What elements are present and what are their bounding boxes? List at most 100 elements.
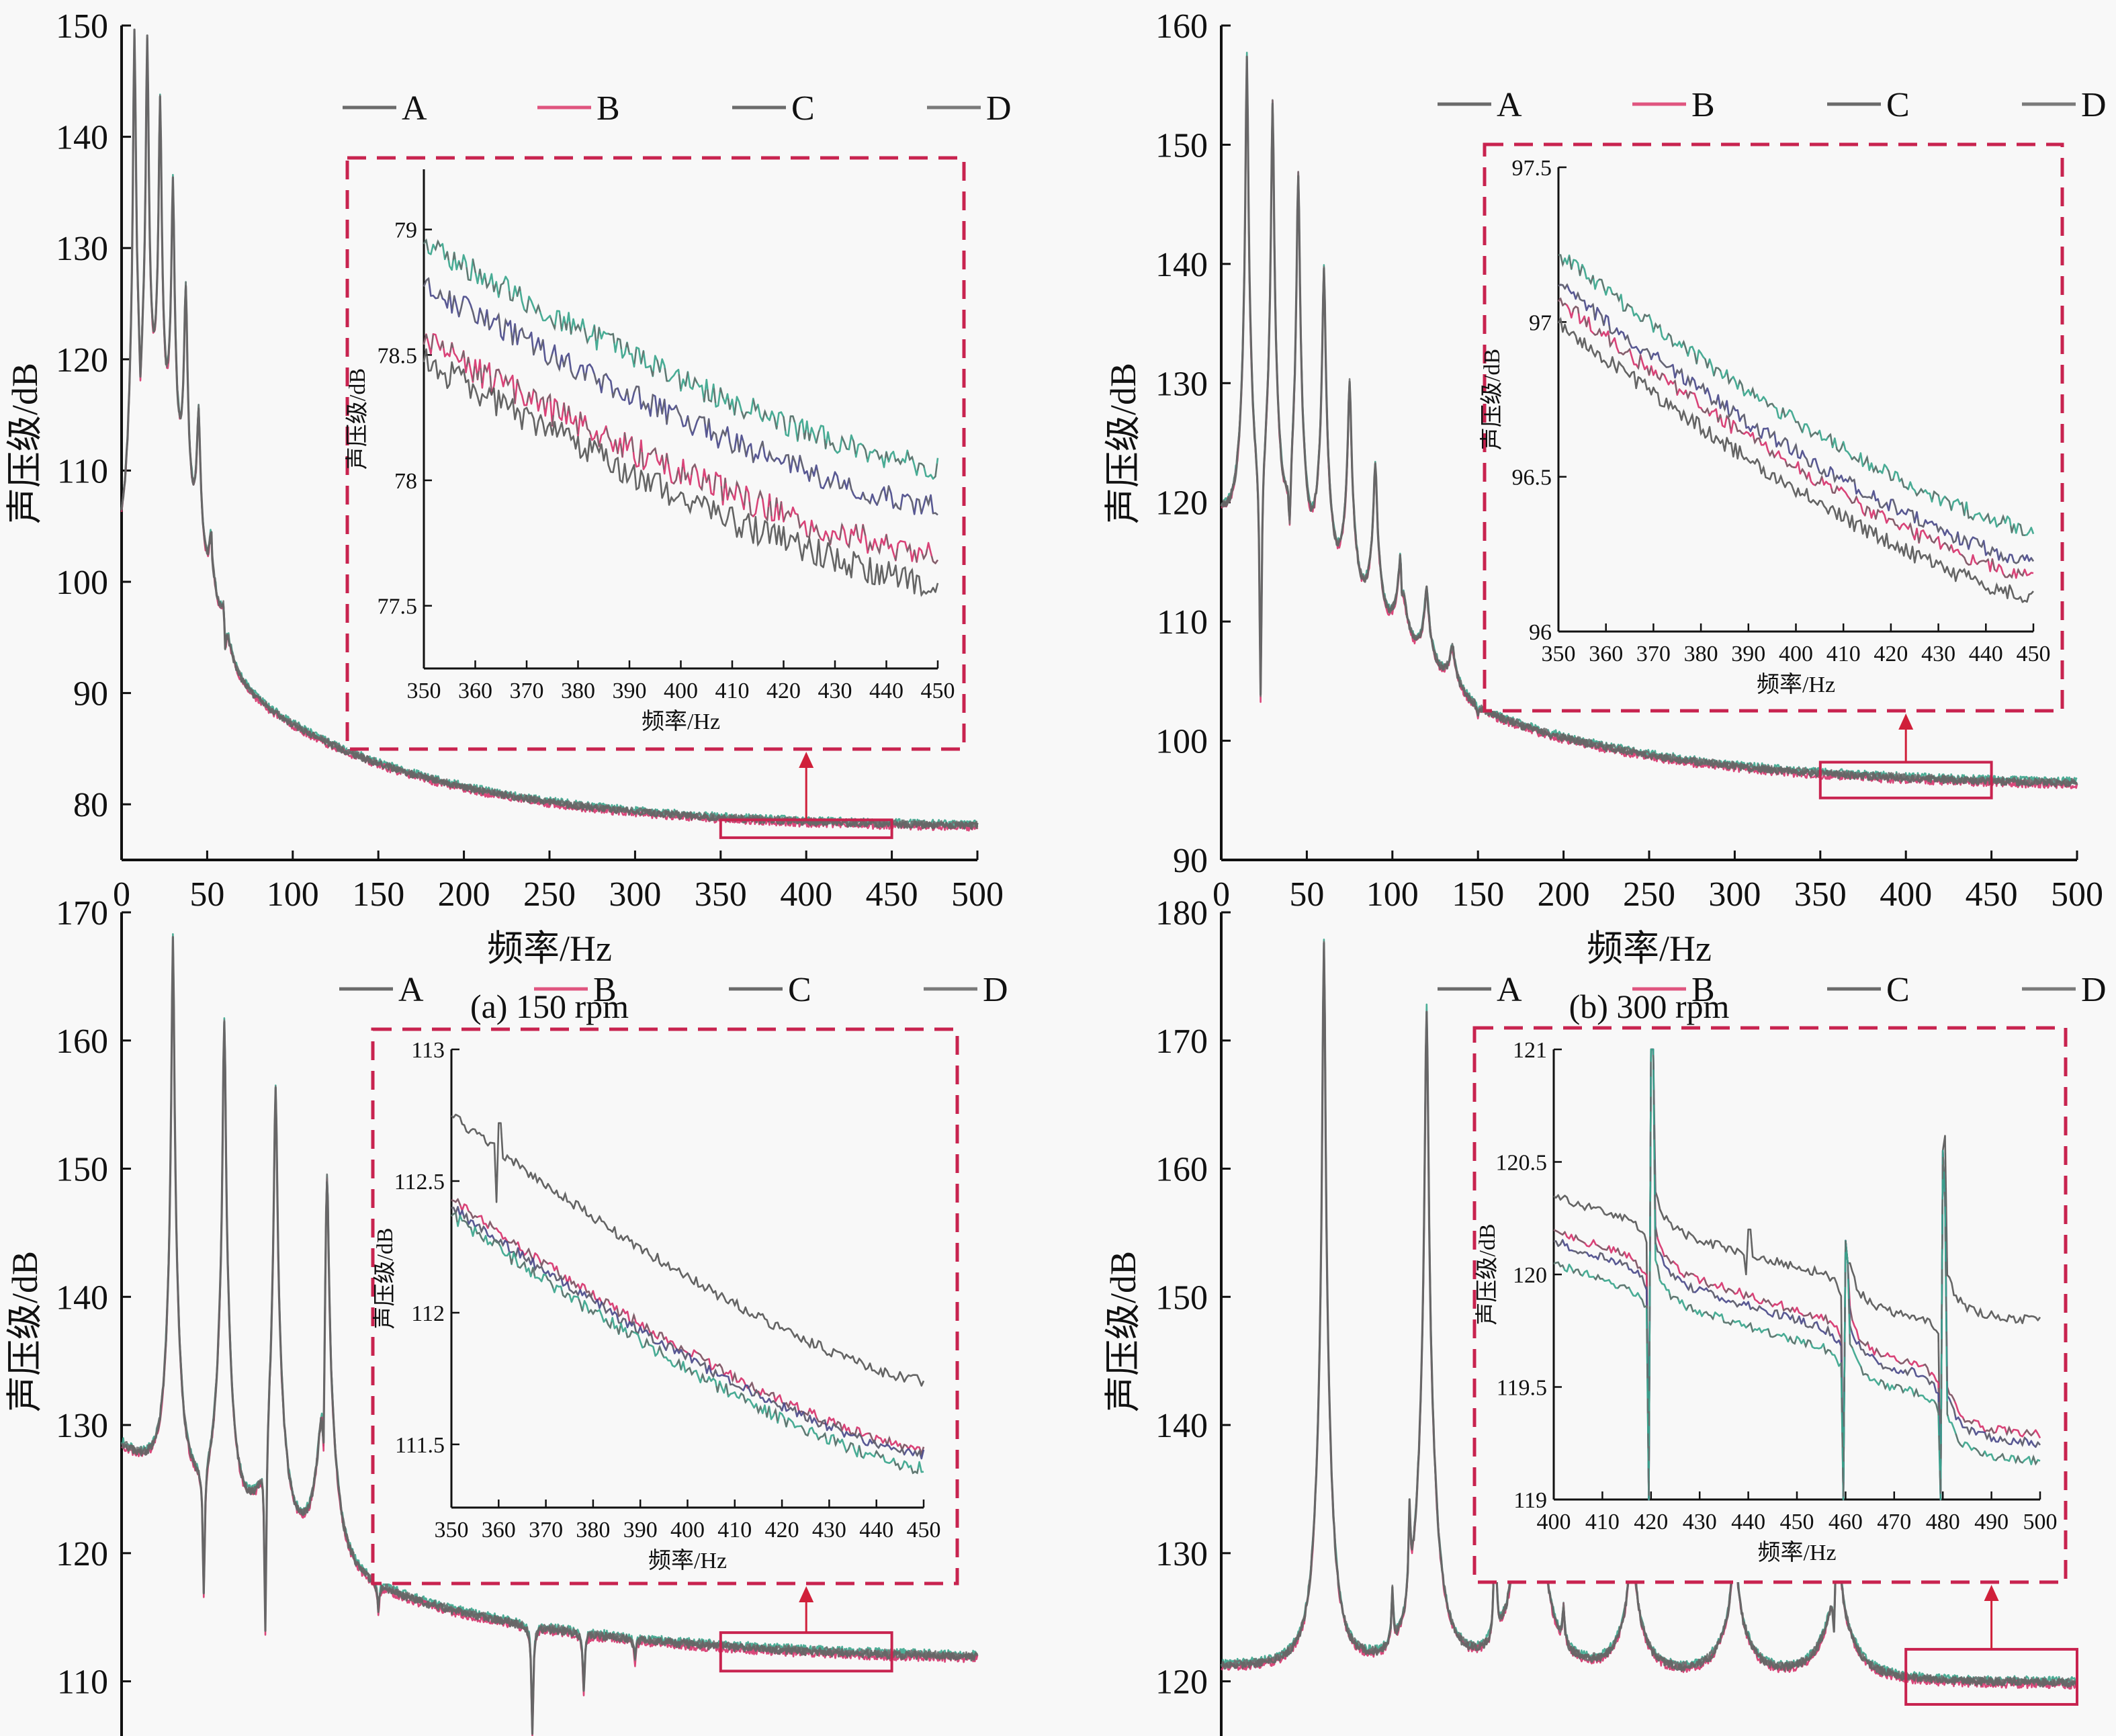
inset-series-overlay-A bbox=[1553, 1048, 2041, 1500]
inset-y-tick-label: 97.5 bbox=[1512, 156, 1552, 181]
inset-chart: 350 360 370 380 390 400 410 420 430 440 450 111.5 11… bbox=[371, 1027, 959, 1586]
legend-label-A: A bbox=[1497, 971, 1522, 1009]
legend-label-C: C bbox=[1886, 86, 1910, 124]
y-axis-title: 声压级/dB bbox=[1103, 1251, 1143, 1412]
inset-x-tick-label: 440 bbox=[1731, 1510, 1765, 1534]
x-tick-label: 100 bbox=[1366, 875, 1419, 914]
inset-y-tick-label: 121 bbox=[1513, 1038, 1547, 1063]
inset-x-tick-label: 450 bbox=[1780, 1510, 1814, 1534]
y-tick-label: 140 bbox=[56, 1278, 108, 1317]
x-tick-label: 0 bbox=[113, 875, 130, 914]
inset-x-tick-label: 440 bbox=[859, 1518, 893, 1543]
inset-chart: 400 410 420 430 440 450 460 470 480 490 500 119 119.… bbox=[1472, 1026, 2068, 1584]
x-tick-label: 50 bbox=[189, 875, 224, 914]
series-line-A bbox=[1221, 942, 2078, 1688]
inset-y-tick-label: 79 bbox=[394, 218, 417, 243]
inset-x-tick-label: 360 bbox=[482, 1518, 516, 1543]
y-tick-label: 90 bbox=[73, 675, 108, 713]
legend: A B C D bbox=[339, 971, 1008, 1009]
y-tick-label: 170 bbox=[1155, 1023, 1208, 1061]
y-tick-label: 150 bbox=[56, 7, 108, 46]
legend-label-D: D bbox=[2081, 971, 2107, 1009]
inset-x-tick-label: 350 bbox=[1542, 642, 1576, 666]
x-tick-label: 250 bbox=[1623, 875, 1675, 914]
inset-y-tick-label: 112.5 bbox=[394, 1170, 445, 1195]
y-tick-label: 120 bbox=[56, 341, 108, 380]
y-tick-label: 120 bbox=[56, 1535, 108, 1573]
chart-panel-c: 0501001502002503003504004505001101201301… bbox=[5, 894, 1008, 1736]
inset-series-overlay-C bbox=[451, 1204, 925, 1462]
inset-y-tick-label: 112 bbox=[411, 1301, 445, 1326]
inset-y-title: 声压级/dB bbox=[1479, 349, 1505, 450]
legend-label-C: C bbox=[788, 971, 811, 1009]
inset-series-overlay-D bbox=[451, 1211, 924, 1475]
inset-x-tick-label: 460 bbox=[1828, 1510, 1863, 1534]
inset-series-overlay-D bbox=[1553, 1048, 2041, 1500]
inset-x-tick-label: 370 bbox=[529, 1518, 563, 1543]
inset-series-line-B bbox=[1557, 298, 2034, 579]
inset-x-tick-label: 420 bbox=[1634, 1510, 1668, 1534]
inset-x-tick-label: 390 bbox=[623, 1518, 658, 1543]
inset-x-tick-label: 370 bbox=[510, 679, 544, 703]
inset-y-tick-label: 78 bbox=[394, 469, 417, 494]
inset-y-tick-label: 77.5 bbox=[378, 595, 418, 619]
inset-series-line-B bbox=[423, 333, 939, 564]
inset-x-tick-label: 430 bbox=[818, 679, 852, 703]
x-tick-label: 250 bbox=[523, 875, 576, 914]
y-tick-label: 130 bbox=[1155, 1535, 1208, 1573]
y-tick-label: 130 bbox=[1155, 365, 1208, 403]
inset-series-overlay-C bbox=[1554, 1048, 2041, 1500]
legend-label-D: D bbox=[983, 971, 1008, 1009]
inset-x-tick-label: 450 bbox=[907, 1518, 941, 1543]
legend: A B C D bbox=[1438, 971, 2107, 1009]
inset-x-title: 频率/Hz bbox=[648, 1548, 727, 1573]
inset-x-tick-label: 410 bbox=[1585, 1510, 1620, 1534]
inset-x-tick-label: 360 bbox=[1589, 642, 1623, 666]
inset-x-tick-label: 480 bbox=[1926, 1510, 1960, 1534]
inset-x-tick-label: 420 bbox=[1873, 642, 1908, 666]
inset-x-title: 频率/Hz bbox=[642, 709, 720, 734]
y-tick-label: 140 bbox=[56, 119, 108, 157]
inset-y-tick-label: 111.5 bbox=[395, 1433, 445, 1458]
x-tick-label: 50 bbox=[1289, 875, 1324, 914]
legend-label-D: D bbox=[2081, 86, 2107, 124]
x-tick-label: 350 bbox=[695, 875, 747, 914]
inset-chart: 350 360 370 380 390 400 410 420 430 440 450 77.5 78 7… bbox=[345, 156, 966, 751]
y-tick-label: 130 bbox=[56, 1407, 108, 1445]
inset-x-tick-label: 410 bbox=[717, 1518, 752, 1543]
chart-panel-b: 0 50 100 150 200 250 300 350 400 450 500 90 100 110 12… bbox=[1103, 7, 2107, 1025]
inset-series-overlay-A bbox=[423, 349, 939, 598]
inset-series-overlay-B bbox=[451, 1197, 925, 1457]
legend-label-B: B bbox=[593, 971, 617, 1009]
inset-x-tick-label: 420 bbox=[765, 1518, 799, 1543]
y-tick-label: 120 bbox=[1155, 484, 1208, 523]
y-tick-label: 170 bbox=[56, 894, 108, 932]
zoom-arrow-head bbox=[799, 752, 814, 768]
chart-caption: (b) 300 rpm bbox=[1569, 988, 1730, 1025]
inset-y-title: 声压级/dB bbox=[345, 368, 370, 470]
y-axis-title: 声压级/dB bbox=[5, 1251, 45, 1412]
legend-label-A: A bbox=[402, 89, 427, 128]
inset-x-tick-label: 390 bbox=[1731, 642, 1765, 666]
y-tick-label: 110 bbox=[57, 1663, 108, 1702]
y-tick-label: 140 bbox=[1155, 1407, 1208, 1445]
legend-label-B: B bbox=[1691, 86, 1715, 124]
inset-x-tick-label: 410 bbox=[715, 679, 750, 703]
x-tick-label: 150 bbox=[1452, 875, 1504, 914]
x-tick-label: 100 bbox=[267, 875, 319, 914]
inset-x-tick-label: 430 bbox=[812, 1518, 846, 1543]
x-tick-label: 350 bbox=[1794, 875, 1847, 914]
inset-x-tick-label: 400 bbox=[1779, 642, 1813, 666]
y-axis-title: 声压级/dB bbox=[1103, 363, 1143, 524]
x-tick-label: 400 bbox=[780, 875, 832, 914]
inset-x-tick-label: 420 bbox=[766, 679, 801, 703]
x-tick-label: 150 bbox=[352, 875, 404, 914]
y-tick-label: 150 bbox=[1155, 1278, 1208, 1317]
inset-y-tick-label: 119 bbox=[1513, 1488, 1547, 1513]
inset-x-tick-label: 400 bbox=[1537, 1510, 1571, 1534]
inset-frame bbox=[371, 1027, 959, 1586]
x-tick-label: 450 bbox=[866, 875, 918, 914]
inset-series-overlay-C bbox=[1558, 283, 2034, 564]
legend: A B C D bbox=[1438, 86, 2107, 124]
